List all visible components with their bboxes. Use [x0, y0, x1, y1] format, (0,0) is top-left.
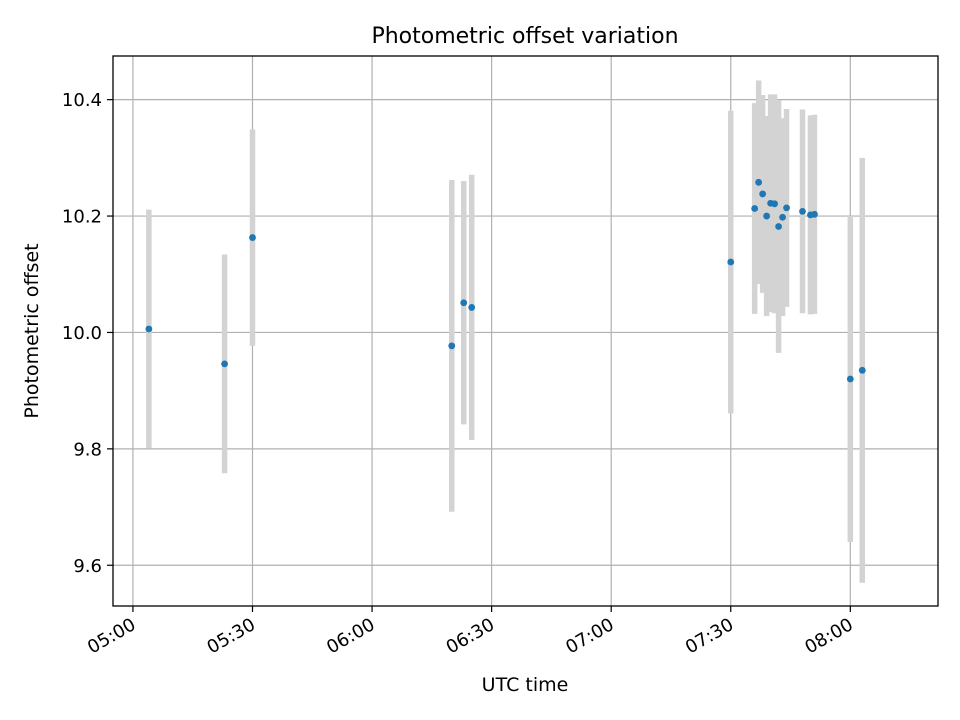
data-point — [755, 178, 763, 186]
y-tick-label: 9.6 — [73, 556, 102, 577]
data-point — [799, 207, 806, 215]
y-tick-label: 10.2 — [62, 207, 102, 228]
data-point — [249, 234, 256, 241]
chart-title: Photometric offset variation — [371, 24, 678, 49]
data-point — [783, 204, 790, 212]
data-point — [763, 212, 771, 220]
y-tick-label: 10.4 — [62, 90, 102, 111]
y-tick-label: 9.8 — [73, 439, 102, 460]
data-point — [811, 210, 818, 218]
y-axis-label: Photometric offset — [21, 243, 43, 418]
y-axis-ticks: 9.6 9.8 10.0 10.2 10.4 — [62, 90, 113, 577]
data-point — [145, 325, 153, 333]
x-axis-label: UTC time — [482, 674, 569, 696]
data-points — [145, 178, 866, 383]
data-point — [779, 213, 786, 221]
data-point — [858, 366, 866, 374]
data-point — [460, 299, 468, 307]
data-point — [468, 304, 476, 311]
data-point — [846, 375, 854, 383]
y-tick-label: 10.0 — [62, 323, 102, 344]
data-point — [759, 190, 767, 198]
data-point — [727, 258, 735, 266]
data-point — [771, 200, 778, 208]
data-point — [448, 342, 456, 350]
plot-frame — [112, 55, 939, 607]
data-point — [775, 223, 782, 230]
data-point — [751, 205, 759, 212]
data-point — [221, 360, 228, 368]
